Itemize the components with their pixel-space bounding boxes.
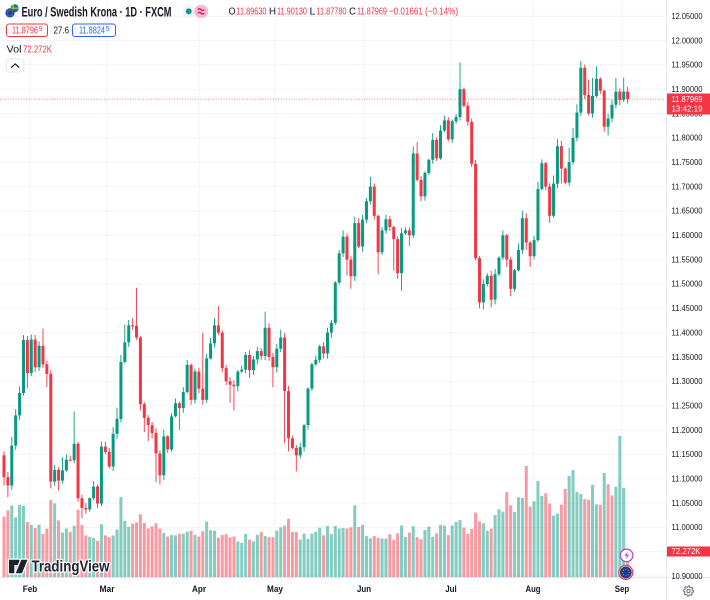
svg-text:11.30000: 11.30000 — [672, 376, 703, 386]
svg-text:5: 5 — [106, 26, 110, 33]
svg-text:11.60000: 11.60000 — [672, 230, 703, 240]
svg-text:11.10000: 11.10000 — [672, 474, 703, 484]
svg-text:11.50000: 11.50000 — [672, 279, 703, 289]
svg-text:Vol: Vol — [7, 45, 22, 56]
svg-text:C: C — [349, 6, 356, 17]
svg-text:11.35000: 11.35000 — [672, 352, 703, 362]
svg-text:O: O — [229, 6, 236, 17]
svg-text:Feb: Feb — [23, 584, 38, 595]
svg-text:11.05000: 11.05000 — [672, 498, 703, 508]
svg-text:10.90000: 10.90000 — [672, 571, 703, 581]
svg-text:11.70000: 11.70000 — [672, 181, 703, 191]
svg-text:H: H — [269, 6, 276, 17]
svg-text:Jun: Jun — [357, 584, 371, 595]
svg-text:11.55000: 11.55000 — [672, 254, 703, 264]
svg-text:11.8824: 11.8824 — [79, 25, 105, 36]
svg-text:11.95000: 11.95000 — [672, 60, 703, 70]
svg-text:11.40000: 11.40000 — [672, 327, 703, 337]
svg-text:13:42:19: 13:42:19 — [672, 104, 703, 114]
svg-text:11.45000: 11.45000 — [672, 303, 703, 313]
svg-text:27.6: 27.6 — [54, 25, 70, 36]
svg-text:11.90130: 11.90130 — [277, 6, 307, 17]
svg-text:May: May — [267, 584, 284, 595]
svg-text:11.87969: 11.87969 — [357, 6, 387, 17]
svg-text:Aug: Aug — [526, 584, 541, 595]
svg-text:11.87780: 11.87780 — [317, 6, 347, 17]
svg-text:Apr: Apr — [192, 584, 206, 595]
svg-text:11.75000: 11.75000 — [672, 157, 703, 167]
svg-text:11.00000: 11.00000 — [672, 522, 703, 532]
svg-text:11.65000: 11.65000 — [672, 206, 703, 216]
svg-text:L: L — [310, 6, 316, 17]
svg-text:TradingView: TradingView — [32, 558, 111, 575]
svg-text:11.25000: 11.25000 — [672, 401, 703, 411]
svg-text:72.272K: 72.272K — [672, 546, 701, 556]
svg-text:11.87969: 11.87969 — [672, 94, 703, 104]
svg-text:11.20000: 11.20000 — [672, 425, 703, 435]
svg-text:9: 9 — [39, 26, 43, 33]
svg-text:Sep: Sep — [615, 584, 630, 595]
svg-text:−0.01661 (−0.14%): −0.01661 (−0.14%) — [389, 6, 458, 17]
svg-text:11.8796: 11.8796 — [12, 25, 38, 36]
svg-text:11.89630: 11.89630 — [237, 6, 267, 17]
svg-text:Mar: Mar — [100, 584, 115, 595]
svg-text:11.80000: 11.80000 — [672, 133, 703, 143]
svg-text:12.00000: 12.00000 — [672, 35, 703, 45]
svg-text:11.90000: 11.90000 — [672, 84, 703, 94]
svg-text:Euro / Swedish Krona · 1D · FX: Euro / Swedish Krona · 1D · FXCM — [22, 3, 172, 19]
svg-text:11.15000: 11.15000 — [672, 449, 703, 459]
svg-text:Jul: Jul — [445, 584, 457, 595]
svg-text:72.272K: 72.272K — [23, 45, 52, 56]
svg-text:12.05000: 12.05000 — [672, 11, 703, 21]
